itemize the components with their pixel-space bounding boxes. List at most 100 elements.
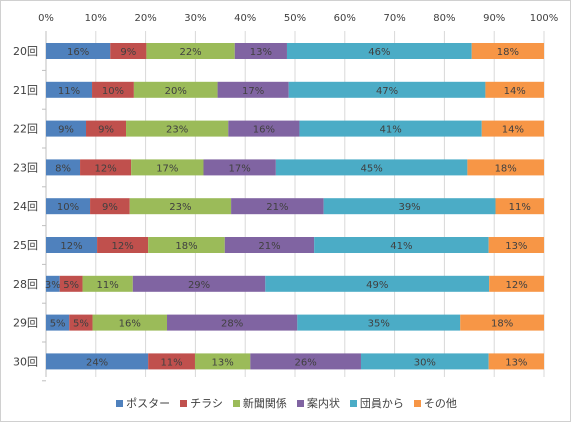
category-label: 30回: [13, 355, 38, 368]
bar-segment: [146, 43, 235, 59]
bar-segment: [92, 81, 134, 98]
data-label: 22%: [179, 47, 201, 58]
bar-segment: [82, 275, 133, 292]
data-label: 16%: [253, 125, 275, 136]
x-tick-label: 10%: [85, 13, 107, 24]
data-label: 13%: [505, 357, 527, 368]
bar-segment: [69, 314, 93, 331]
bar-segment: [46, 314, 70, 331]
bar-segment: [46, 198, 91, 215]
legend-item: その他: [413, 395, 457, 411]
bar-segment: [46, 120, 87, 137]
bar-segment: [231, 198, 324, 215]
data-label: 18%: [495, 163, 517, 174]
bar-segment: [46, 275, 60, 292]
data-label: 14%: [504, 86, 526, 97]
bar-segment: [488, 353, 544, 370]
legend-label: その他: [423, 397, 457, 410]
data-label: 29%: [188, 280, 210, 291]
category-label: 21回: [13, 84, 38, 97]
bar-segment: [46, 81, 93, 98]
stacked-bar-chart: 0% 10% 20% 30% 40% 50% 60% 70% 80% 90% 100% 20回 16% 9…: [13, 13, 558, 382]
data-label: 11%: [509, 202, 531, 213]
data-label: 14%: [502, 125, 524, 136]
legend-label: 案内状: [306, 397, 340, 410]
bar-segment: [250, 353, 361, 370]
data-label: 18%: [175, 241, 197, 252]
bar-segment: [234, 43, 287, 59]
bar-segment: [46, 43, 111, 59]
bar-segment: [131, 159, 204, 176]
data-label: 26%: [295, 357, 317, 368]
category-label: 25回: [13, 239, 38, 252]
data-label: 5%: [63, 280, 79, 291]
bar-segment: [297, 314, 461, 331]
legend-item: チラシ: [180, 395, 223, 411]
bar-segment: [471, 43, 544, 59]
data-label: 5%: [73, 319, 89, 330]
data-label: 13%: [250, 47, 272, 58]
legend-label: 団員から: [359, 397, 404, 410]
bar-segment: [288, 81, 486, 98]
bar-segment: [489, 275, 544, 292]
legend-label: チラシ: [190, 397, 223, 410]
category-label: 23回: [13, 161, 38, 174]
data-label: 11%: [160, 357, 182, 368]
data-label: 17%: [156, 163, 178, 174]
bar-segment: [299, 120, 482, 137]
bar-segment: [481, 120, 544, 137]
data-label: 28%: [221, 319, 243, 330]
legend-swatch: [232, 400, 240, 407]
data-label: 16%: [119, 319, 141, 330]
bar-segment: [495, 198, 544, 215]
legend-swatch: [180, 400, 188, 407]
data-label: 30%: [414, 357, 436, 368]
data-label: 8%: [55, 163, 71, 174]
category-label: 22回: [13, 123, 38, 136]
data-label: 9%: [98, 125, 114, 136]
legend-item: 新聞関係: [232, 395, 287, 411]
data-label: 11%: [58, 86, 80, 97]
bar-segment: [148, 353, 195, 370]
bar-segment: [488, 237, 544, 253]
bar-segment: [314, 237, 489, 253]
data-label: 35%: [368, 319, 390, 330]
bar-segment: [46, 353, 149, 370]
bar-segment: [133, 81, 218, 98]
category-label: 28回: [13, 278, 38, 291]
x-tick-label: 0%: [38, 13, 54, 24]
data-label: 13%: [505, 241, 527, 252]
legend-item: 団員から: [349, 395, 404, 411]
category-label: 20回: [13, 45, 38, 58]
legend-swatch: [349, 400, 357, 407]
data-label: 12%: [60, 241, 82, 252]
data-label: 23%: [169, 202, 191, 213]
category-label: 29回: [13, 317, 38, 330]
data-label: 11%: [97, 280, 119, 291]
data-label: 10%: [102, 86, 124, 97]
data-label: 24%: [86, 357, 108, 368]
bar-segment: [265, 275, 490, 292]
bar-segment: [194, 353, 251, 370]
data-label: 18%: [491, 319, 513, 330]
data-label: 39%: [398, 202, 420, 213]
bar-segment: [92, 314, 168, 331]
x-tick-label: 60%: [334, 13, 356, 24]
bar-segment: [228, 120, 300, 137]
data-label: 17%: [229, 163, 251, 174]
data-label: 18%: [497, 47, 519, 58]
bar-segment: [275, 159, 468, 176]
data-label: 12%: [505, 280, 527, 291]
bar-segment: [217, 81, 289, 98]
bar-segment: [80, 159, 132, 176]
category-label: 24回: [13, 200, 38, 213]
data-label: 9%: [120, 47, 136, 58]
data-label: 45%: [360, 163, 382, 174]
legend: ポスター チラシ 新聞関係 案内状 団員から その他: [1, 395, 571, 411]
bar-segment: [467, 159, 544, 176]
data-label: 9%: [58, 125, 74, 136]
bar-segment: [90, 198, 130, 215]
bar-segment: [132, 275, 266, 292]
bar-segment: [59, 275, 83, 292]
